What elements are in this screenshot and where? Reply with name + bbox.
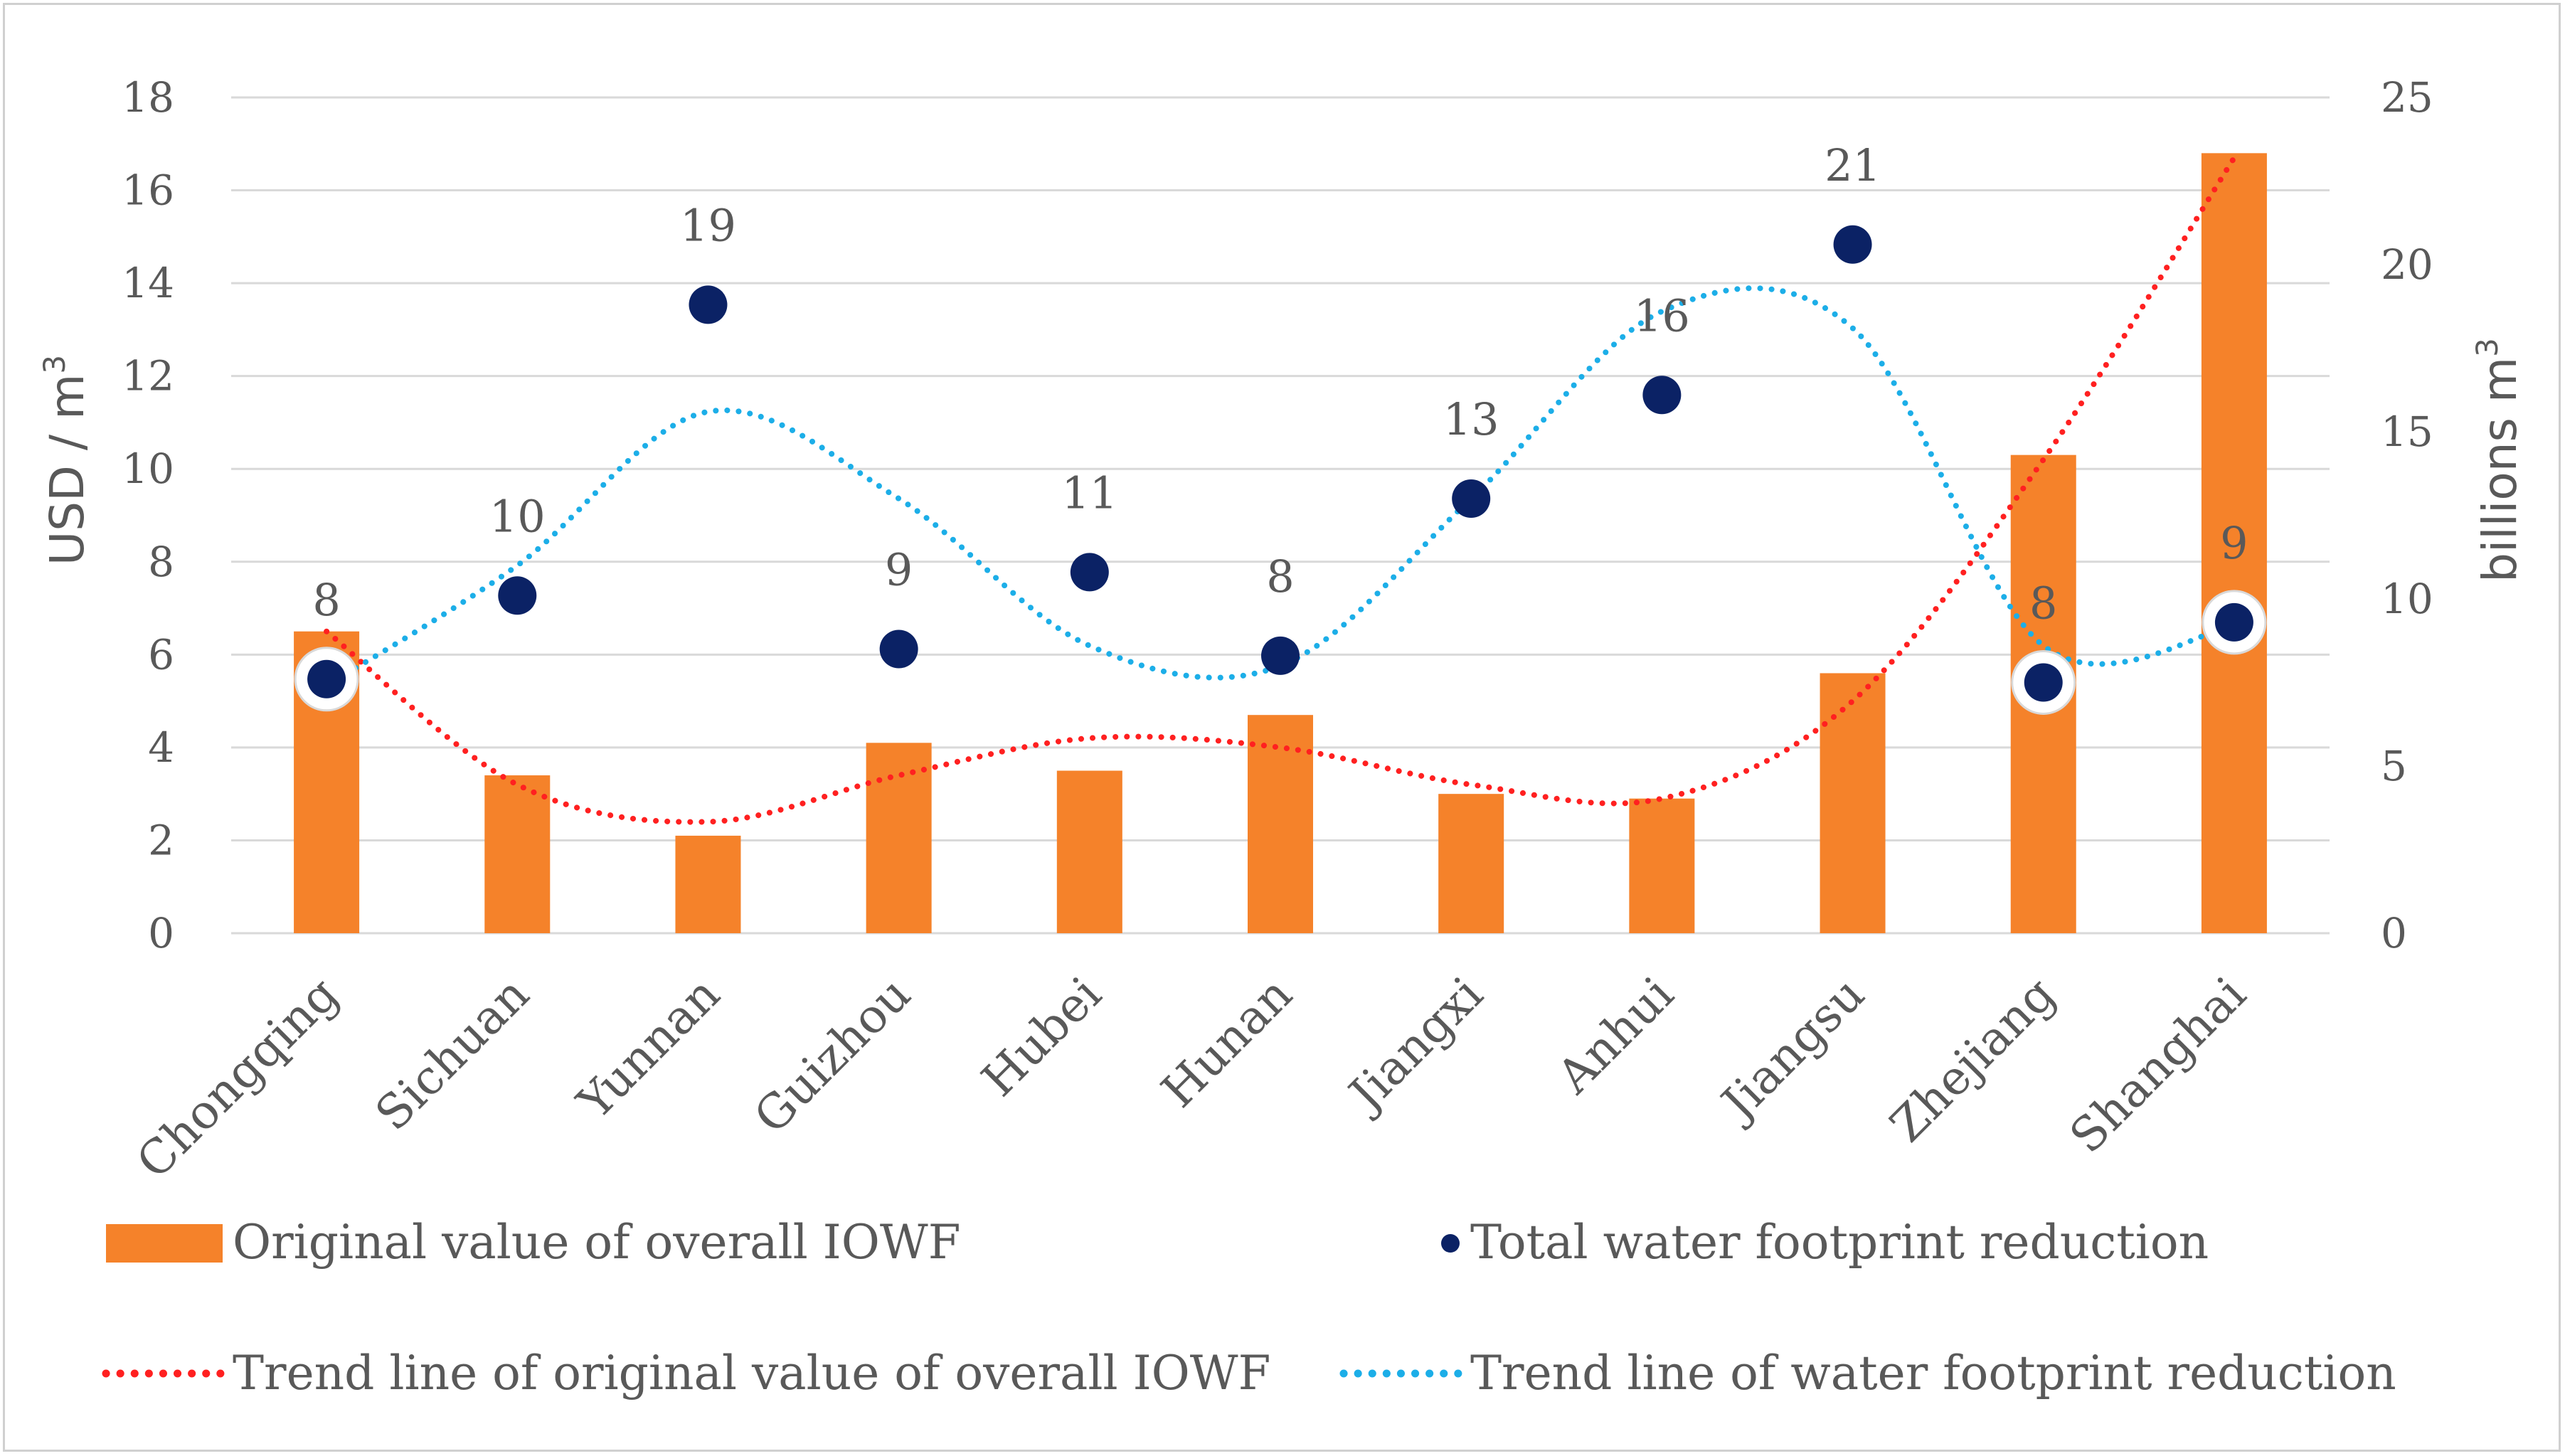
left-tick-label: 18 — [122, 73, 174, 122]
category-label: Guizhou — [743, 967, 921, 1144]
category-label: Hunan — [1151, 967, 1302, 1118]
chart-frame: 8 10 19 9 11 8 13 16 21 8 9 0 2 4 6 8 10 12 14 16 18 0 5 10 15… — [3, 3, 2561, 1452]
trendline-water-footprint-path — [324, 285, 2237, 689]
data-labels: 8 10 19 9 11 8 13 16 21 8 9 — [312, 139, 2248, 629]
point — [1642, 376, 1682, 415]
point-label: 10 — [489, 490, 546, 542]
point — [498, 576, 537, 615]
legend-swatch-scatter — [1441, 1234, 1460, 1253]
right-tick-label: 10 — [2381, 575, 2433, 623]
point-label: 8 — [1266, 551, 1294, 602]
category-label: Jiangxi — [1336, 967, 1493, 1124]
category-axis-labels: Chongqing Sichuan Yunnan Guizhou Hubei Hunan J… — [126, 967, 2256, 1189]
category-label: Yunnan — [567, 967, 731, 1130]
left-tick-label: 14 — [122, 259, 174, 307]
legend-label-trend-red: Trend line of original value of overall … — [233, 1346, 1270, 1401]
bar — [675, 835, 741, 933]
category-label: Jiangsu — [1709, 967, 1875, 1133]
left-axis-ticks: 0 2 4 6 8 10 12 14 16 18 — [122, 73, 174, 957]
scatter-series — [294, 225, 2267, 715]
bar-series — [294, 153, 2267, 933]
left-tick-label: 4 — [148, 723, 174, 772]
left-tick-label: 12 — [122, 352, 174, 400]
right-axis-title: billions m3 — [2470, 338, 2527, 583]
legend-label-scatter: Total water footprint reduction — [1470, 1215, 2209, 1270]
point-label: 19 — [680, 199, 736, 251]
left-tick-label: 6 — [148, 630, 174, 679]
bar — [1629, 798, 1695, 933]
right-tick-label: 15 — [2381, 408, 2433, 456]
point-label: 21 — [1825, 139, 1881, 191]
legend-label-bar: Original value of overall IOWF — [233, 1215, 960, 1270]
point-label: 9 — [885, 544, 913, 596]
trendline-iowf — [324, 154, 2237, 825]
trendline-iowf-path — [324, 154, 2237, 825]
left-tick-label: 10 — [122, 445, 174, 493]
category-label: Chongqing — [126, 967, 349, 1189]
bar — [1820, 673, 1886, 933]
point — [2024, 663, 2063, 702]
category-label: Anhui — [1546, 967, 1684, 1105]
right-tick-label: 5 — [2381, 742, 2407, 790]
category-label: Shanghai — [2059, 967, 2256, 1164]
left-tick-label: 8 — [148, 538, 174, 586]
point — [307, 659, 346, 698]
right-tick-label: 20 — [2381, 240, 2433, 289]
point — [1261, 636, 1300, 675]
legend-label-trend-blue: Trend line of water footprint reduction — [1470, 1346, 2396, 1401]
combo-chart: 8 10 19 9 11 8 13 16 21 8 9 0 2 4 6 8 10 12 14 16 18 0 5 10 15… — [37, 73, 2527, 1401]
trendline-water-footprint — [324, 285, 2237, 689]
bar — [1438, 794, 1504, 933]
point-label: 16 — [1634, 289, 1690, 341]
bar — [2201, 153, 2267, 933]
legend: Original value of overall IOWF Total wat… — [102, 1215, 2396, 1401]
left-tick-label: 0 — [148, 909, 174, 957]
right-tick-label: 0 — [2381, 909, 2407, 957]
right-tick-label: 25 — [2381, 73, 2433, 122]
left-tick-label: 2 — [148, 816, 174, 864]
point — [1452, 479, 1491, 518]
point-label: 8 — [312, 574, 340, 626]
point-label: 8 — [2029, 578, 2057, 629]
left-axis-title: USD / m3 — [37, 355, 95, 565]
gridlines — [231, 96, 2330, 935]
point-label: 13 — [1443, 393, 1499, 445]
bar — [1248, 715, 1313, 933]
bar — [1056, 770, 1122, 933]
point — [689, 285, 728, 324]
right-axis-ticks: 0 5 10 15 20 25 — [2381, 73, 2433, 957]
category-label: Zhejiang — [1879, 967, 2066, 1153]
point — [879, 629, 918, 669]
left-tick-label: 16 — [122, 166, 174, 215]
point — [1070, 553, 1109, 592]
category-label: Sichuan — [365, 967, 539, 1141]
point-label: 11 — [1061, 467, 1117, 519]
point-label: 9 — [2220, 517, 2248, 569]
bar — [484, 775, 551, 933]
category-label: Hubei — [972, 967, 1112, 1107]
point — [2214, 602, 2253, 642]
point — [1833, 225, 1872, 264]
legend-swatch-bar — [106, 1224, 223, 1263]
